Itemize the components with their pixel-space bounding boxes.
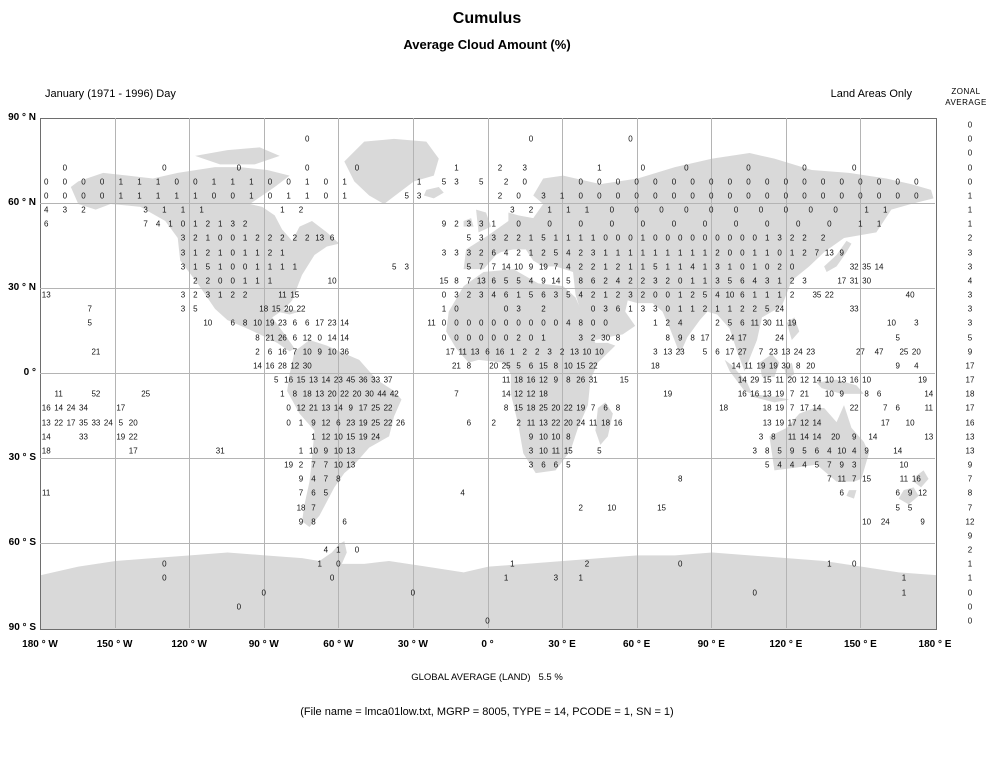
lon-tick-label: 30 ° W — [397, 639, 428, 650]
zonal-average-value: 13 — [965, 446, 975, 456]
madagascar — [595, 402, 613, 445]
lon-tick-label: 150 ° W — [96, 639, 133, 650]
zonal-average-value: 3 — [967, 262, 973, 272]
period-label: January (1971 - 1996) Day — [45, 88, 176, 100]
greenland — [344, 138, 439, 204]
japan — [824, 240, 852, 272]
zonal-average-value: 0 — [967, 588, 973, 598]
zonal-average-value: 0 — [967, 120, 973, 130]
arctic-islands — [195, 147, 280, 165]
borneo — [759, 354, 780, 377]
lon-tick-label: 30 ° E — [548, 639, 576, 650]
lat-tick-label: 60 ° N — [8, 197, 36, 208]
zonal-average-value: 0 — [967, 602, 973, 612]
zonal-average-value: 0 — [967, 177, 973, 187]
sumatra — [724, 359, 753, 394]
lon-tick-label: 120 ° E — [769, 639, 803, 650]
zonal-average-value: 9 — [967, 531, 973, 541]
zonal-average-value: 0 — [967, 148, 973, 158]
zonal-average-value: 3 — [967, 248, 973, 258]
zonal-average-value: 2 — [967, 233, 973, 243]
zonal-average-value: 18 — [965, 389, 975, 399]
lat-tick-label: 0 ° — [23, 367, 36, 378]
zonal-average-value: 1 — [967, 573, 973, 583]
continent-south-america — [287, 340, 402, 527]
zonal-average-value: 17 — [965, 403, 975, 413]
zonal-average-header: ZONAL AVERAGE — [935, 86, 997, 108]
zonal-average-value: 1 — [967, 205, 973, 215]
new-guinea — [816, 379, 864, 394]
lon-tick-label: 60 ° W — [323, 639, 354, 650]
zonal-average-value: 0 — [967, 134, 973, 144]
zonal-header-line1: ZONAL — [951, 87, 981, 96]
lon-tick-label: 180 ° E — [918, 639, 952, 650]
chart-subtitle: Average Cloud Amount (%) — [403, 37, 571, 52]
continent-africa — [446, 269, 616, 474]
zonal-average-value: 8 — [967, 488, 973, 498]
lat-tick-label: 60 ° S — [8, 537, 36, 548]
ireland — [463, 218, 474, 227]
file-info-label: (File name = lmca01low.txt, MGRP = 8005,… — [300, 706, 674, 718]
lon-tick-label: 120 ° W — [171, 639, 207, 650]
zonal-average-value: 4 — [967, 276, 973, 286]
zonal-average-value: 16 — [965, 418, 975, 428]
lat-tick-label: 90 ° S — [8, 622, 36, 633]
zonal-average-value: 5 — [967, 333, 973, 343]
continent-antarctica — [41, 541, 936, 629]
zonal-average-value: 7 — [967, 503, 973, 513]
lon-tick-label: 90 ° W — [248, 639, 279, 650]
zonal-average-value: 17 — [965, 361, 975, 371]
java — [749, 393, 790, 403]
lat-tick-label: 30 ° N — [8, 282, 36, 293]
zonal-average-value: 9 — [967, 460, 973, 470]
sulawesi — [784, 362, 795, 380]
continent-eurasia — [463, 153, 934, 372]
zonal-average-value: 2 — [967, 545, 973, 555]
tasmania — [846, 490, 857, 499]
lon-tick-label: 180 ° W — [22, 639, 58, 650]
lon-tick-label: 90 ° E — [697, 639, 725, 650]
global-average-label: GLOBAL AVERAGE (LAND) 5.5 % — [411, 672, 563, 683]
zonal-average-value: 1 — [967, 191, 973, 201]
zonal-average-value: 7 — [967, 474, 973, 484]
map-area — [40, 118, 937, 630]
zonal-average-value: 3 — [967, 318, 973, 328]
continent-australia — [769, 405, 869, 482]
zonal-average-value: 13 — [965, 432, 975, 442]
zonal-average-value: 3 — [967, 304, 973, 314]
zonal-average-value: 3 — [967, 290, 973, 300]
zonal-average-value: 1 — [967, 559, 973, 569]
world-map — [41, 138, 936, 629]
philippines — [786, 317, 800, 340]
new-zealand-north — [913, 470, 929, 488]
zonal-average-value: 17 — [965, 375, 975, 385]
zonal-average-value: 9 — [967, 347, 973, 357]
continent-north-america — [70, 167, 340, 352]
great-britain — [476, 209, 491, 233]
zonal-header-line2: AVERAGE — [945, 98, 987, 107]
page-title: Cumulus — [452, 10, 522, 27]
cuba — [277, 308, 300, 315]
zonal-average-value: 12 — [965, 517, 975, 527]
lon-tick-label: 60 ° E — [622, 639, 651, 650]
lon-tick-label: 150 ° E — [843, 639, 877, 650]
zonal-average-value: 0 — [967, 616, 973, 626]
lat-tick-label: 30 ° S — [8, 452, 36, 463]
new-zealand-south — [898, 487, 919, 505]
area-label: Land Areas Only — [830, 88, 912, 100]
iceland — [423, 187, 444, 199]
lat-tick-label: 90 ° N — [8, 112, 36, 123]
zonal-average-value: 0 — [967, 163, 973, 173]
lon-tick-label: 0 ° — [481, 639, 494, 650]
zonal-average-value: 1 — [967, 219, 973, 229]
